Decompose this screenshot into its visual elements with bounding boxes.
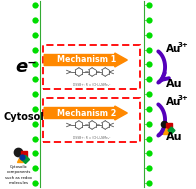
Text: e⁻: e⁻ [15, 58, 37, 76]
FancyBboxPatch shape [43, 45, 140, 89]
Text: Au: Au [166, 97, 181, 107]
Text: Au: Au [166, 132, 182, 142]
Text: DSSB+: R = (CH₂)₃NMe₃⁺: DSSB+: R = (CH₂)₃NMe₃⁺ [73, 136, 110, 140]
Text: Mechanism 2: Mechanism 2 [57, 108, 116, 118]
Text: DSSB+: R = (CH₂)₃NMe₃⁺: DSSB+: R = (CH₂)₃NMe₃⁺ [73, 83, 110, 87]
FancyArrow shape [44, 53, 127, 67]
Text: Cytosol: Cytosol [4, 112, 44, 122]
Text: Cytosolic
components
such as redox
molecules: Cytosolic components such as redox molec… [5, 165, 33, 185]
Text: 3+: 3+ [178, 42, 188, 48]
FancyArrow shape [44, 106, 127, 120]
Text: Au: Au [166, 79, 182, 89]
Text: Mechanism 1: Mechanism 1 [57, 56, 116, 64]
FancyBboxPatch shape [43, 98, 140, 142]
Text: Au: Au [166, 44, 181, 54]
Text: 3+: 3+ [178, 95, 188, 101]
